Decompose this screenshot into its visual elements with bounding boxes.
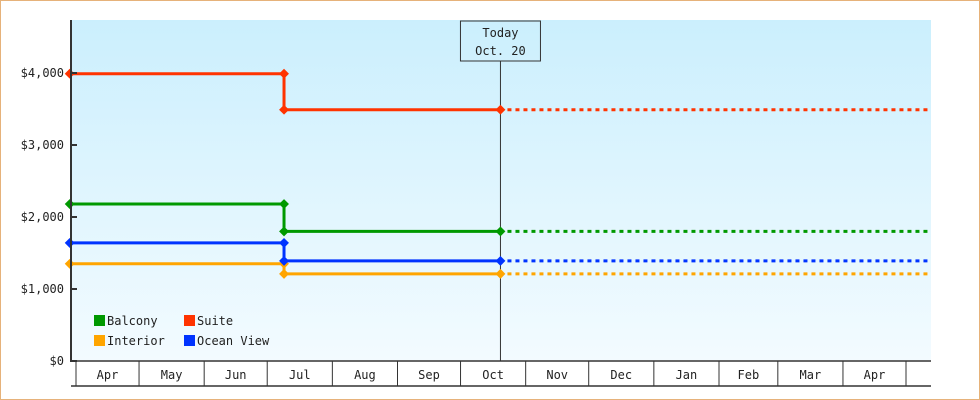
y-tick-label: $0: [50, 354, 64, 368]
legend-label: Interior: [107, 334, 165, 348]
x-tick-label: Aug: [354, 368, 376, 382]
data-point: [64, 199, 75, 209]
data-point: [495, 226, 506, 237]
y-tick-label: $2,000: [21, 210, 64, 224]
plot-background: [71, 20, 931, 360]
today-label: Today: [482, 26, 518, 40]
legend-swatch: [94, 335, 105, 346]
x-tick-label: Jun: [225, 368, 247, 382]
series-line-suite: [69, 72, 501, 112]
data-point: [64, 237, 75, 248]
data-point: [279, 268, 289, 279]
data-point: [279, 199, 289, 209]
legend-swatch: [94, 315, 105, 326]
x-tick-label: Mar: [800, 368, 822, 382]
legend-label: Balcony: [107, 314, 158, 328]
y-tick-label: $1,000: [21, 282, 64, 296]
data-point: [279, 237, 289, 248]
y-tick-label: $4,000: [21, 66, 64, 80]
legend-swatch: [184, 315, 195, 326]
legend-label: Suite: [197, 314, 233, 328]
x-tick-label: Sep: [418, 368, 440, 382]
today-date: Oct. 20: [475, 44, 526, 58]
today-box: [459, 20, 541, 62]
data-point: [495, 255, 506, 266]
data-point: [495, 268, 506, 279]
x-tick-label: Jan: [676, 368, 698, 382]
data-point: [279, 255, 289, 266]
x-tick-label: Apr: [864, 368, 886, 382]
series-line-ocean-view: [69, 241, 501, 263]
x-tick-label: Apr: [97, 368, 119, 382]
x-tick-label: Dec: [610, 368, 632, 382]
x-tick-label: Feb: [738, 368, 760, 382]
legend-label: Ocean View: [197, 334, 270, 348]
data-point: [279, 226, 289, 237]
legend-swatch: [184, 335, 195, 346]
x-tick-label: May: [161, 368, 183, 382]
series-line-interior: [69, 262, 501, 276]
x-tick-label: Jul: [289, 368, 311, 382]
x-tick-label: Nov: [546, 368, 568, 382]
data-point: [64, 68, 75, 79]
x-tick-label: Oct: [482, 368, 504, 382]
series-line-balcony: [69, 202, 501, 233]
y-tick-label: $3,000: [21, 138, 64, 152]
